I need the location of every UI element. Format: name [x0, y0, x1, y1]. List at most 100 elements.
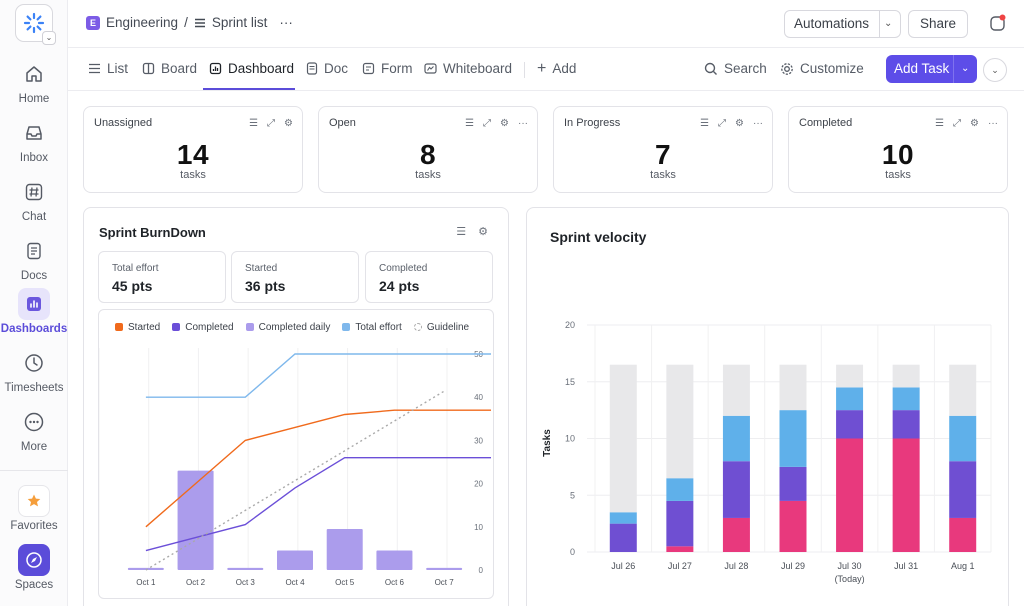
tab-form[interactable]: Form: [362, 61, 413, 76]
legend-item[interactable]: Started: [115, 322, 160, 333]
chevron-down-icon[interactable]: ⌄: [961, 63, 970, 74]
clock-icon: [18, 347, 50, 379]
spinner-logo-icon: [23, 12, 45, 34]
rail-item-docs[interactable]: Docs: [0, 235, 68, 282]
share-label: Share: [920, 16, 957, 31]
tab-list[interactable]: List: [88, 61, 128, 76]
rail-item-more[interactable]: More: [0, 406, 68, 453]
velocity-svg: 0 5 10 15 20 Tasks Jul 26 Jul 27 Jul 28 Jul 29 Jul…: [542, 320, 992, 584]
expand-icon[interactable]: ⤢: [267, 118, 276, 129]
panel-title: Sprint BurnDown: [99, 225, 206, 240]
legend-label: Guideline: [426, 322, 470, 333]
rail-item-favorites[interactable]: Favorites: [0, 485, 68, 532]
more-icon: [18, 406, 50, 438]
view-tabs-bar: List Board Dashboard Doc Form Whiteboard…: [68, 48, 1024, 91]
rail-item-inbox[interactable]: Inbox: [0, 117, 68, 164]
x-tick-label: Oct 7: [435, 578, 455, 587]
more-icon[interactable]: ···: [988, 118, 998, 129]
filter-icon[interactable]: ☰: [456, 226, 467, 238]
list-icon: [194, 18, 205, 27]
filter-icon[interactable]: ☰: [700, 118, 710, 129]
left-rail: ⌄ Home Inbox Chat Docs Dashboards Timesh: [0, 0, 68, 606]
legend-item[interactable]: Completed: [172, 322, 234, 333]
stat-card-in-progress[interactable]: In Progress ☰ ⤢ ⚙ ··· 7 tasks: [553, 106, 773, 193]
breadcrumb-more-button[interactable]: ···: [279, 15, 293, 30]
expand-icon[interactable]: ⤢: [718, 118, 727, 129]
filter-icon[interactable]: ☰: [465, 118, 475, 129]
stack-segment-3: [836, 364, 864, 388]
stack-segment-2: [666, 478, 694, 501]
rail-item-spaces[interactable]: Spaces: [0, 544, 68, 591]
y-tick-label: 20: [565, 320, 575, 330]
stat-title: In Progress: [564, 117, 621, 129]
x-tick-label: Oct 6: [385, 578, 405, 587]
panel-title: Sprint velocity: [550, 229, 647, 245]
tab-whiteboard[interactable]: Whiteboard: [424, 61, 512, 76]
gear-icon[interactable]: ⚙: [970, 118, 979, 129]
more-icon[interactable]: ···: [753, 118, 763, 129]
expand-toggle-button[interactable]: ⌄: [983, 58, 1007, 82]
rail-item-home[interactable]: Home: [0, 58, 68, 105]
stack-segment-1: [779, 466, 807, 501]
gear-icon[interactable]: ⚙: [500, 118, 509, 129]
breadcrumb-separator: /: [184, 15, 188, 30]
legend-item[interactable]: Guideline: [413, 322, 470, 333]
add-view-button[interactable]: + Add: [537, 61, 576, 77]
chevron-down-icon[interactable]: ⌄: [42, 31, 56, 45]
expand-icon[interactable]: ⤢: [483, 118, 492, 129]
bar-completed-daily: [326, 528, 363, 570]
legend-swatch: [115, 323, 123, 331]
search-button[interactable]: Search: [704, 61, 767, 76]
tab-doc[interactable]: Doc: [306, 61, 348, 76]
automations-button[interactable]: Automations ⌄: [784, 10, 901, 38]
stack-segment-0: [949, 517, 977, 552]
rail-item-chat[interactable]: Chat: [0, 176, 68, 223]
gear-icon: [781, 62, 793, 75]
customize-button[interactable]: Customize: [780, 61, 864, 76]
more-icon[interactable]: ···: [518, 118, 528, 129]
chevron-down-icon[interactable]: ⌄: [884, 18, 893, 29]
y-tick-label: 0: [479, 566, 484, 575]
share-button[interactable]: Share: [908, 10, 969, 38]
add-task-button[interactable]: Add Task ⌄: [886, 55, 977, 83]
stat-card-completed[interactable]: Completed ☰ ⤢ ⚙ ··· 10 tasks: [788, 106, 1008, 193]
stack-segment-3: [949, 364, 977, 416]
card-tools: ☰ ⤢ ⚙ ···: [465, 118, 528, 129]
x-tick-label: Jul 31: [894, 561, 918, 571]
search-icon: [704, 62, 717, 75]
breadcrumb-space[interactable]: Engineering: [106, 15, 179, 30]
legend-item[interactable]: Completed daily: [245, 322, 330, 333]
legend-item[interactable]: Total effort: [342, 322, 402, 333]
stat-value: 8: [419, 139, 437, 170]
tab-board[interactable]: Board: [142, 61, 197, 76]
chart-legend: Started Completed Completed daily Total eff…: [115, 322, 469, 333]
rail-item-dashboards[interactable]: Dashboards: [0, 288, 68, 335]
compass-icon: [18, 544, 50, 576]
filter-icon[interactable]: ☰: [935, 118, 945, 129]
gear-icon[interactable]: ⚙: [284, 118, 293, 129]
filter-icon[interactable]: ☰: [249, 118, 259, 129]
stack-segment-0: [836, 438, 864, 552]
stat-card-open[interactable]: Open ☰ ⤢ ⚙ ··· 8 tasks: [318, 106, 538, 193]
stat-card-unassigned[interactable]: Unassigned ☰ ⤢ ⚙ 14 tasks: [83, 106, 303, 193]
legend-label: Completed: [185, 322, 234, 333]
expand-icon[interactable]: ⤢: [953, 118, 962, 129]
stack-segment-2: [949, 415, 977, 462]
gear-icon[interactable]: ⚙: [478, 226, 488, 238]
tab-dashboard[interactable]: Dashboard: [209, 61, 294, 76]
breadcrumb-list[interactable]: Sprint list: [211, 15, 268, 30]
workspace-logo[interactable]: [15, 4, 53, 42]
rail-item-timesheets[interactable]: Timesheets: [0, 347, 68, 394]
stack-segment-2: [836, 387, 864, 411]
stat-unit: tasks: [415, 169, 441, 181]
y-axis-label: Tasks: [542, 429, 553, 457]
y-tick-label: 5: [570, 490, 575, 500]
stack-segment-3: [666, 364, 694, 479]
gear-icon[interactable]: ⚙: [735, 118, 744, 129]
rail-label: Timesheets: [4, 382, 64, 394]
stack-segment-2: [609, 512, 637, 524]
notification-icon[interactable]: [989, 14, 1006, 31]
stat-value: 7: [654, 139, 672, 170]
line-completed: [145, 457, 491, 552]
